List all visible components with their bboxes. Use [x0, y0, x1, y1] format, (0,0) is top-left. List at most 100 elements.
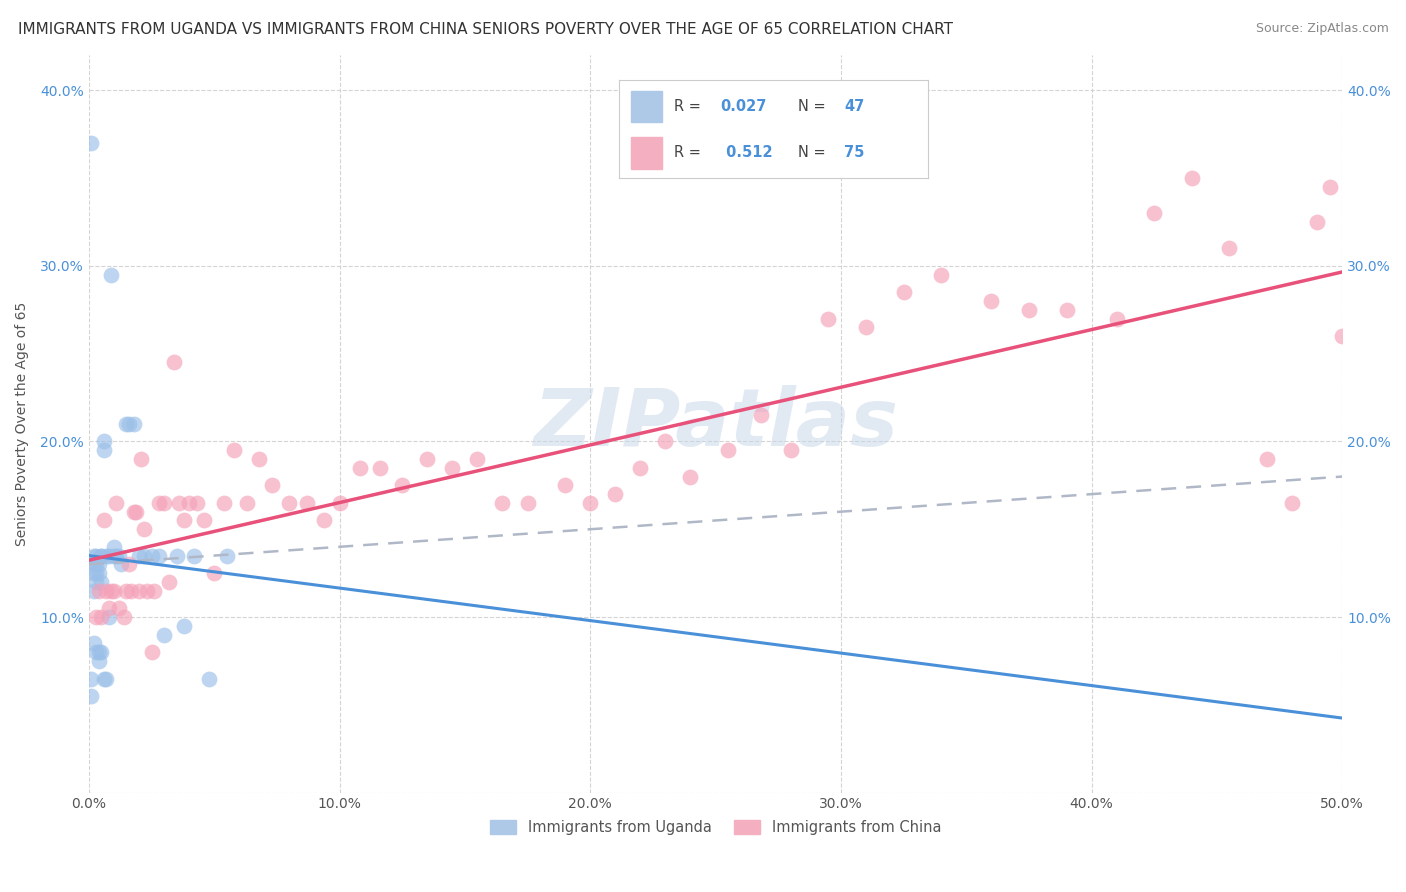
Point: [108, 601, 131, 615]
Point: [391, 478, 413, 492]
Point: [141, 549, 163, 563]
Point: [118, 558, 141, 572]
Point: [148, 496, 170, 510]
Point: [86, 549, 108, 563]
Legend: Immigrants from Uganda, Immigrants from China: Immigrants from Uganda, Immigrants from …: [484, 814, 946, 840]
Point: [855, 320, 877, 334]
Point: [1319, 179, 1341, 194]
Point: [1306, 215, 1329, 229]
Point: [215, 549, 238, 563]
Point: [97, 601, 120, 615]
Point: [236, 496, 259, 510]
Point: [1218, 241, 1240, 255]
Point: [173, 513, 195, 527]
Point: [179, 496, 201, 510]
Point: [491, 496, 513, 510]
Point: [87, 566, 110, 581]
Point: [605, 487, 627, 501]
Point: [103, 540, 125, 554]
Point: [198, 672, 221, 686]
Point: [132, 549, 155, 563]
Point: [132, 522, 155, 536]
Point: [441, 460, 464, 475]
Point: [1105, 311, 1128, 326]
Point: [1056, 302, 1078, 317]
Point: [157, 574, 180, 589]
Point: [779, 443, 801, 458]
Text: N =: N =: [799, 145, 831, 161]
Point: [87, 654, 110, 668]
Point: [163, 355, 186, 369]
Point: [100, 583, 122, 598]
Point: [1281, 496, 1303, 510]
Point: [83, 583, 105, 598]
Point: [83, 549, 105, 563]
Point: [97, 549, 120, 563]
Point: [97, 610, 120, 624]
Point: [148, 549, 170, 563]
Point: [110, 558, 132, 572]
Point: [278, 496, 301, 510]
Point: [96, 549, 118, 563]
Text: IMMIGRANTS FROM UGANDA VS IMMIGRANTS FROM CHINA SENIORS POVERTY OVER THE AGE OF : IMMIGRANTS FROM UGANDA VS IMMIGRANTS FRO…: [18, 22, 953, 37]
Point: [167, 496, 190, 510]
Point: [295, 496, 318, 510]
Point: [86, 574, 108, 589]
Point: [717, 443, 740, 458]
Bar: [631, 137, 662, 169]
Point: [115, 417, 138, 431]
Point: [86, 645, 108, 659]
Point: [80, 672, 103, 686]
Point: [817, 311, 839, 326]
Point: [749, 408, 772, 422]
Point: [328, 496, 350, 510]
Point: [83, 566, 105, 581]
Point: [115, 583, 138, 598]
Point: [93, 672, 115, 686]
Text: 47: 47: [845, 99, 865, 114]
Point: [131, 452, 153, 467]
Point: [90, 549, 112, 563]
Text: 0.027: 0.027: [721, 99, 768, 114]
Text: Source: ZipAtlas.com: Source: ZipAtlas.com: [1256, 22, 1389, 36]
Point: [153, 496, 176, 510]
Text: N =: N =: [799, 99, 831, 114]
Point: [83, 558, 105, 572]
Point: [416, 452, 439, 467]
Point: [135, 583, 157, 598]
Point: [980, 293, 1002, 308]
Point: [80, 689, 103, 703]
Point: [212, 496, 235, 510]
Text: R =: R =: [675, 99, 706, 114]
Point: [173, 619, 195, 633]
Point: [122, 505, 145, 519]
Point: [87, 583, 110, 598]
Point: [554, 478, 576, 492]
Point: [193, 513, 215, 527]
Point: [183, 549, 205, 563]
Point: [86, 566, 108, 581]
Point: [628, 460, 651, 475]
Text: 75: 75: [845, 145, 865, 161]
Point: [679, 469, 702, 483]
Point: [166, 549, 188, 563]
Point: [186, 496, 208, 510]
Point: [349, 460, 371, 475]
Point: [1181, 171, 1204, 186]
Point: [579, 496, 602, 510]
Point: [467, 452, 489, 467]
Point: [121, 583, 143, 598]
Point: [1018, 302, 1040, 317]
Point: [105, 549, 128, 563]
Point: [93, 434, 115, 449]
Point: [1143, 206, 1166, 220]
Point: [202, 566, 225, 581]
Text: R =: R =: [675, 145, 706, 161]
Point: [143, 583, 166, 598]
Point: [314, 513, 336, 527]
Point: [368, 460, 391, 475]
Point: [893, 285, 915, 300]
Point: [103, 549, 125, 563]
Point: [516, 496, 538, 510]
Point: [112, 610, 135, 624]
